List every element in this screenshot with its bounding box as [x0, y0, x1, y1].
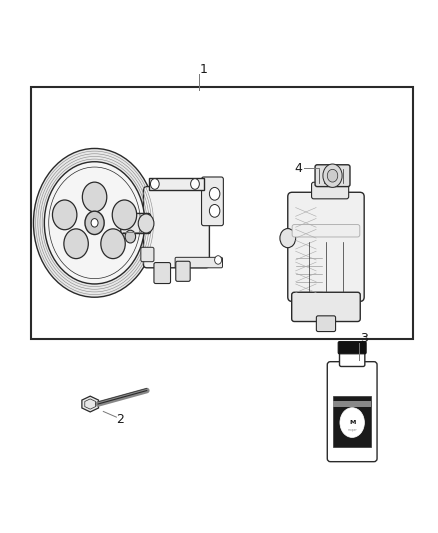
- Text: M: M: [349, 420, 355, 425]
- Bar: [333, 401, 371, 407]
- FancyBboxPatch shape: [315, 165, 350, 187]
- FancyBboxPatch shape: [154, 263, 170, 284]
- Polygon shape: [82, 396, 99, 412]
- FancyBboxPatch shape: [201, 177, 223, 225]
- Ellipse shape: [150, 179, 159, 189]
- Ellipse shape: [209, 205, 220, 217]
- Text: mopar: mopar: [347, 427, 357, 432]
- Ellipse shape: [44, 161, 145, 284]
- Bar: [31, 87, 413, 338]
- Ellipse shape: [33, 149, 155, 297]
- Ellipse shape: [125, 230, 136, 243]
- FancyBboxPatch shape: [338, 342, 366, 354]
- FancyBboxPatch shape: [175, 257, 223, 268]
- Bar: [149, 178, 204, 190]
- Ellipse shape: [191, 179, 199, 189]
- Ellipse shape: [82, 182, 107, 212]
- FancyBboxPatch shape: [144, 187, 209, 268]
- Text: 2: 2: [117, 413, 124, 426]
- Ellipse shape: [215, 256, 222, 264]
- Ellipse shape: [101, 229, 125, 259]
- FancyBboxPatch shape: [292, 292, 360, 321]
- Ellipse shape: [112, 200, 137, 230]
- Ellipse shape: [327, 169, 338, 182]
- Ellipse shape: [340, 408, 364, 438]
- Ellipse shape: [138, 214, 154, 233]
- Text: 3: 3: [360, 332, 368, 345]
- FancyBboxPatch shape: [176, 261, 190, 281]
- Ellipse shape: [280, 229, 296, 248]
- Ellipse shape: [323, 164, 342, 188]
- FancyBboxPatch shape: [141, 247, 154, 262]
- FancyBboxPatch shape: [292, 224, 360, 237]
- Ellipse shape: [53, 200, 77, 230]
- Bar: [333, 395, 371, 447]
- Text: 5: 5: [114, 225, 122, 238]
- Ellipse shape: [91, 219, 98, 227]
- FancyBboxPatch shape: [121, 213, 150, 233]
- FancyBboxPatch shape: [327, 362, 377, 462]
- FancyBboxPatch shape: [311, 182, 349, 199]
- Ellipse shape: [209, 188, 220, 200]
- FancyBboxPatch shape: [339, 351, 365, 367]
- Text: 1: 1: [200, 63, 208, 76]
- FancyBboxPatch shape: [288, 192, 364, 302]
- Text: 4: 4: [294, 161, 302, 175]
- Ellipse shape: [85, 211, 104, 235]
- FancyBboxPatch shape: [316, 316, 336, 332]
- Ellipse shape: [64, 229, 88, 259]
